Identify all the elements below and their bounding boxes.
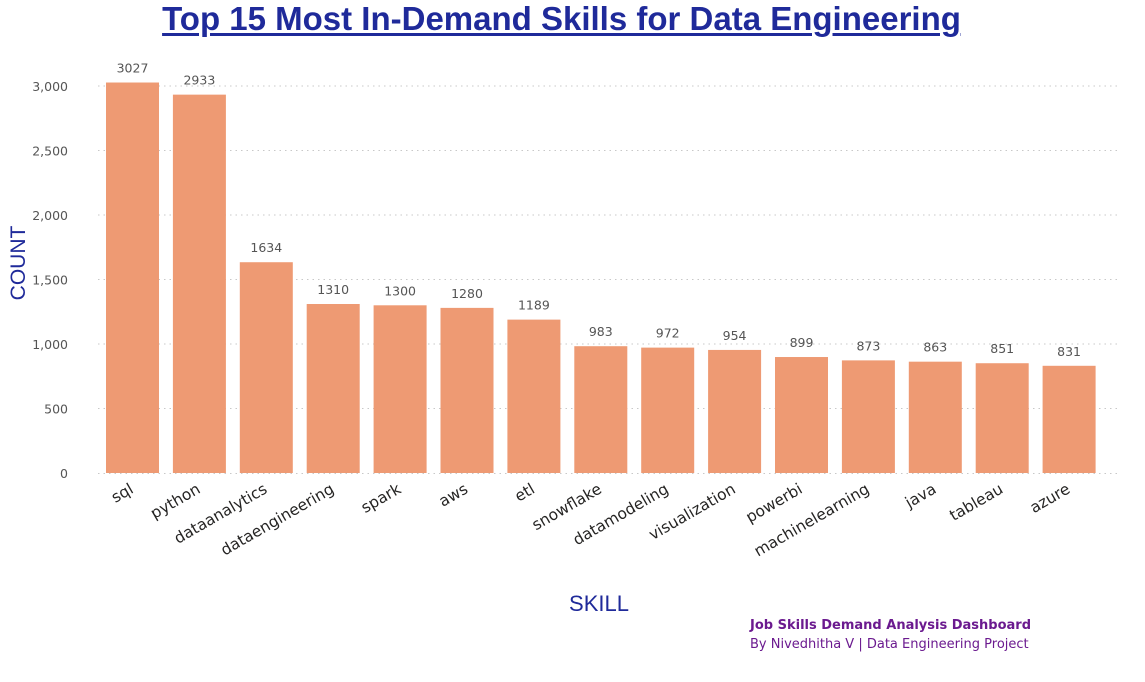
bar <box>306 304 360 473</box>
x-tick-label: java <box>901 480 939 512</box>
bar <box>507 319 561 473</box>
data-label: 954 <box>723 328 747 343</box>
data-label: 1189 <box>518 298 550 313</box>
x-tick-label: tableau <box>946 480 1006 525</box>
y-tick-label: 1,500 <box>32 273 68 288</box>
chart-title: Top 15 Most In-Demand Skills for Data En… <box>162 0 961 37</box>
bar <box>775 357 828 473</box>
footer-credit: Job Skills Demand Analysis Dashboard By … <box>750 616 1031 654</box>
data-label: 1310 <box>317 282 349 297</box>
y-tick-label: 500 <box>44 402 68 417</box>
bar <box>1042 365 1096 473</box>
bar <box>373 305 427 473</box>
data-label: 1280 <box>451 286 483 301</box>
y-tick-label: 0 <box>60 466 68 481</box>
bar <box>975 363 1029 473</box>
x-tick-label: azure <box>1027 480 1073 517</box>
bar <box>172 94 226 473</box>
data-label: 899 <box>790 335 814 350</box>
y-axis-ticks: 0 500 1,000 1,500 2,000 2,500 3,000 <box>32 79 68 481</box>
y-tick-label: 2,500 <box>32 144 68 159</box>
bar <box>574 346 628 473</box>
data-label: 873 <box>856 338 880 353</box>
data-label: 972 <box>656 326 680 341</box>
y-axis-title: COUNT <box>7 226 30 301</box>
dashboard-name: Job Skills Demand Analysis Dashboard <box>750 618 1032 633</box>
data-label: 3027 <box>117 61 149 76</box>
y-tick-label: 3,000 <box>32 79 68 94</box>
bar <box>908 361 962 473</box>
bar <box>239 262 293 473</box>
x-tick-label: dataengineering <box>218 480 338 559</box>
data-label: 1300 <box>384 283 416 298</box>
x-axis-title: SKILL <box>569 591 629 616</box>
data-label: 1634 <box>250 240 282 255</box>
bars <box>106 82 1096 473</box>
y-tick-label: 1,000 <box>32 337 68 352</box>
bar <box>841 360 895 473</box>
x-tick-label: etl <box>512 480 538 506</box>
data-label: 983 <box>589 324 613 339</box>
x-tick-label: aws <box>436 480 471 511</box>
data-labels: 3027 2933 1634 1310 1300 1280 1189 983 972 954 899… <box>117 61 1081 359</box>
x-tick-label: python <box>147 480 203 523</box>
y-tick-label: 2,000 <box>32 208 68 223</box>
bar <box>440 307 494 473</box>
data-label: 851 <box>990 341 1014 356</box>
bar <box>106 82 159 473</box>
author-credit: By Nivedhitha V | Data Engineering Proje… <box>750 637 1029 652</box>
bar <box>641 347 695 473</box>
data-label: 831 <box>1057 344 1081 359</box>
x-tick-label: spark <box>358 480 404 517</box>
x-tick-label: machinelearning <box>751 480 872 561</box>
data-label: 863 <box>923 340 947 355</box>
bar <box>708 349 762 473</box>
x-tick-label: sql <box>108 480 136 507</box>
data-label: 2933 <box>183 73 215 88</box>
